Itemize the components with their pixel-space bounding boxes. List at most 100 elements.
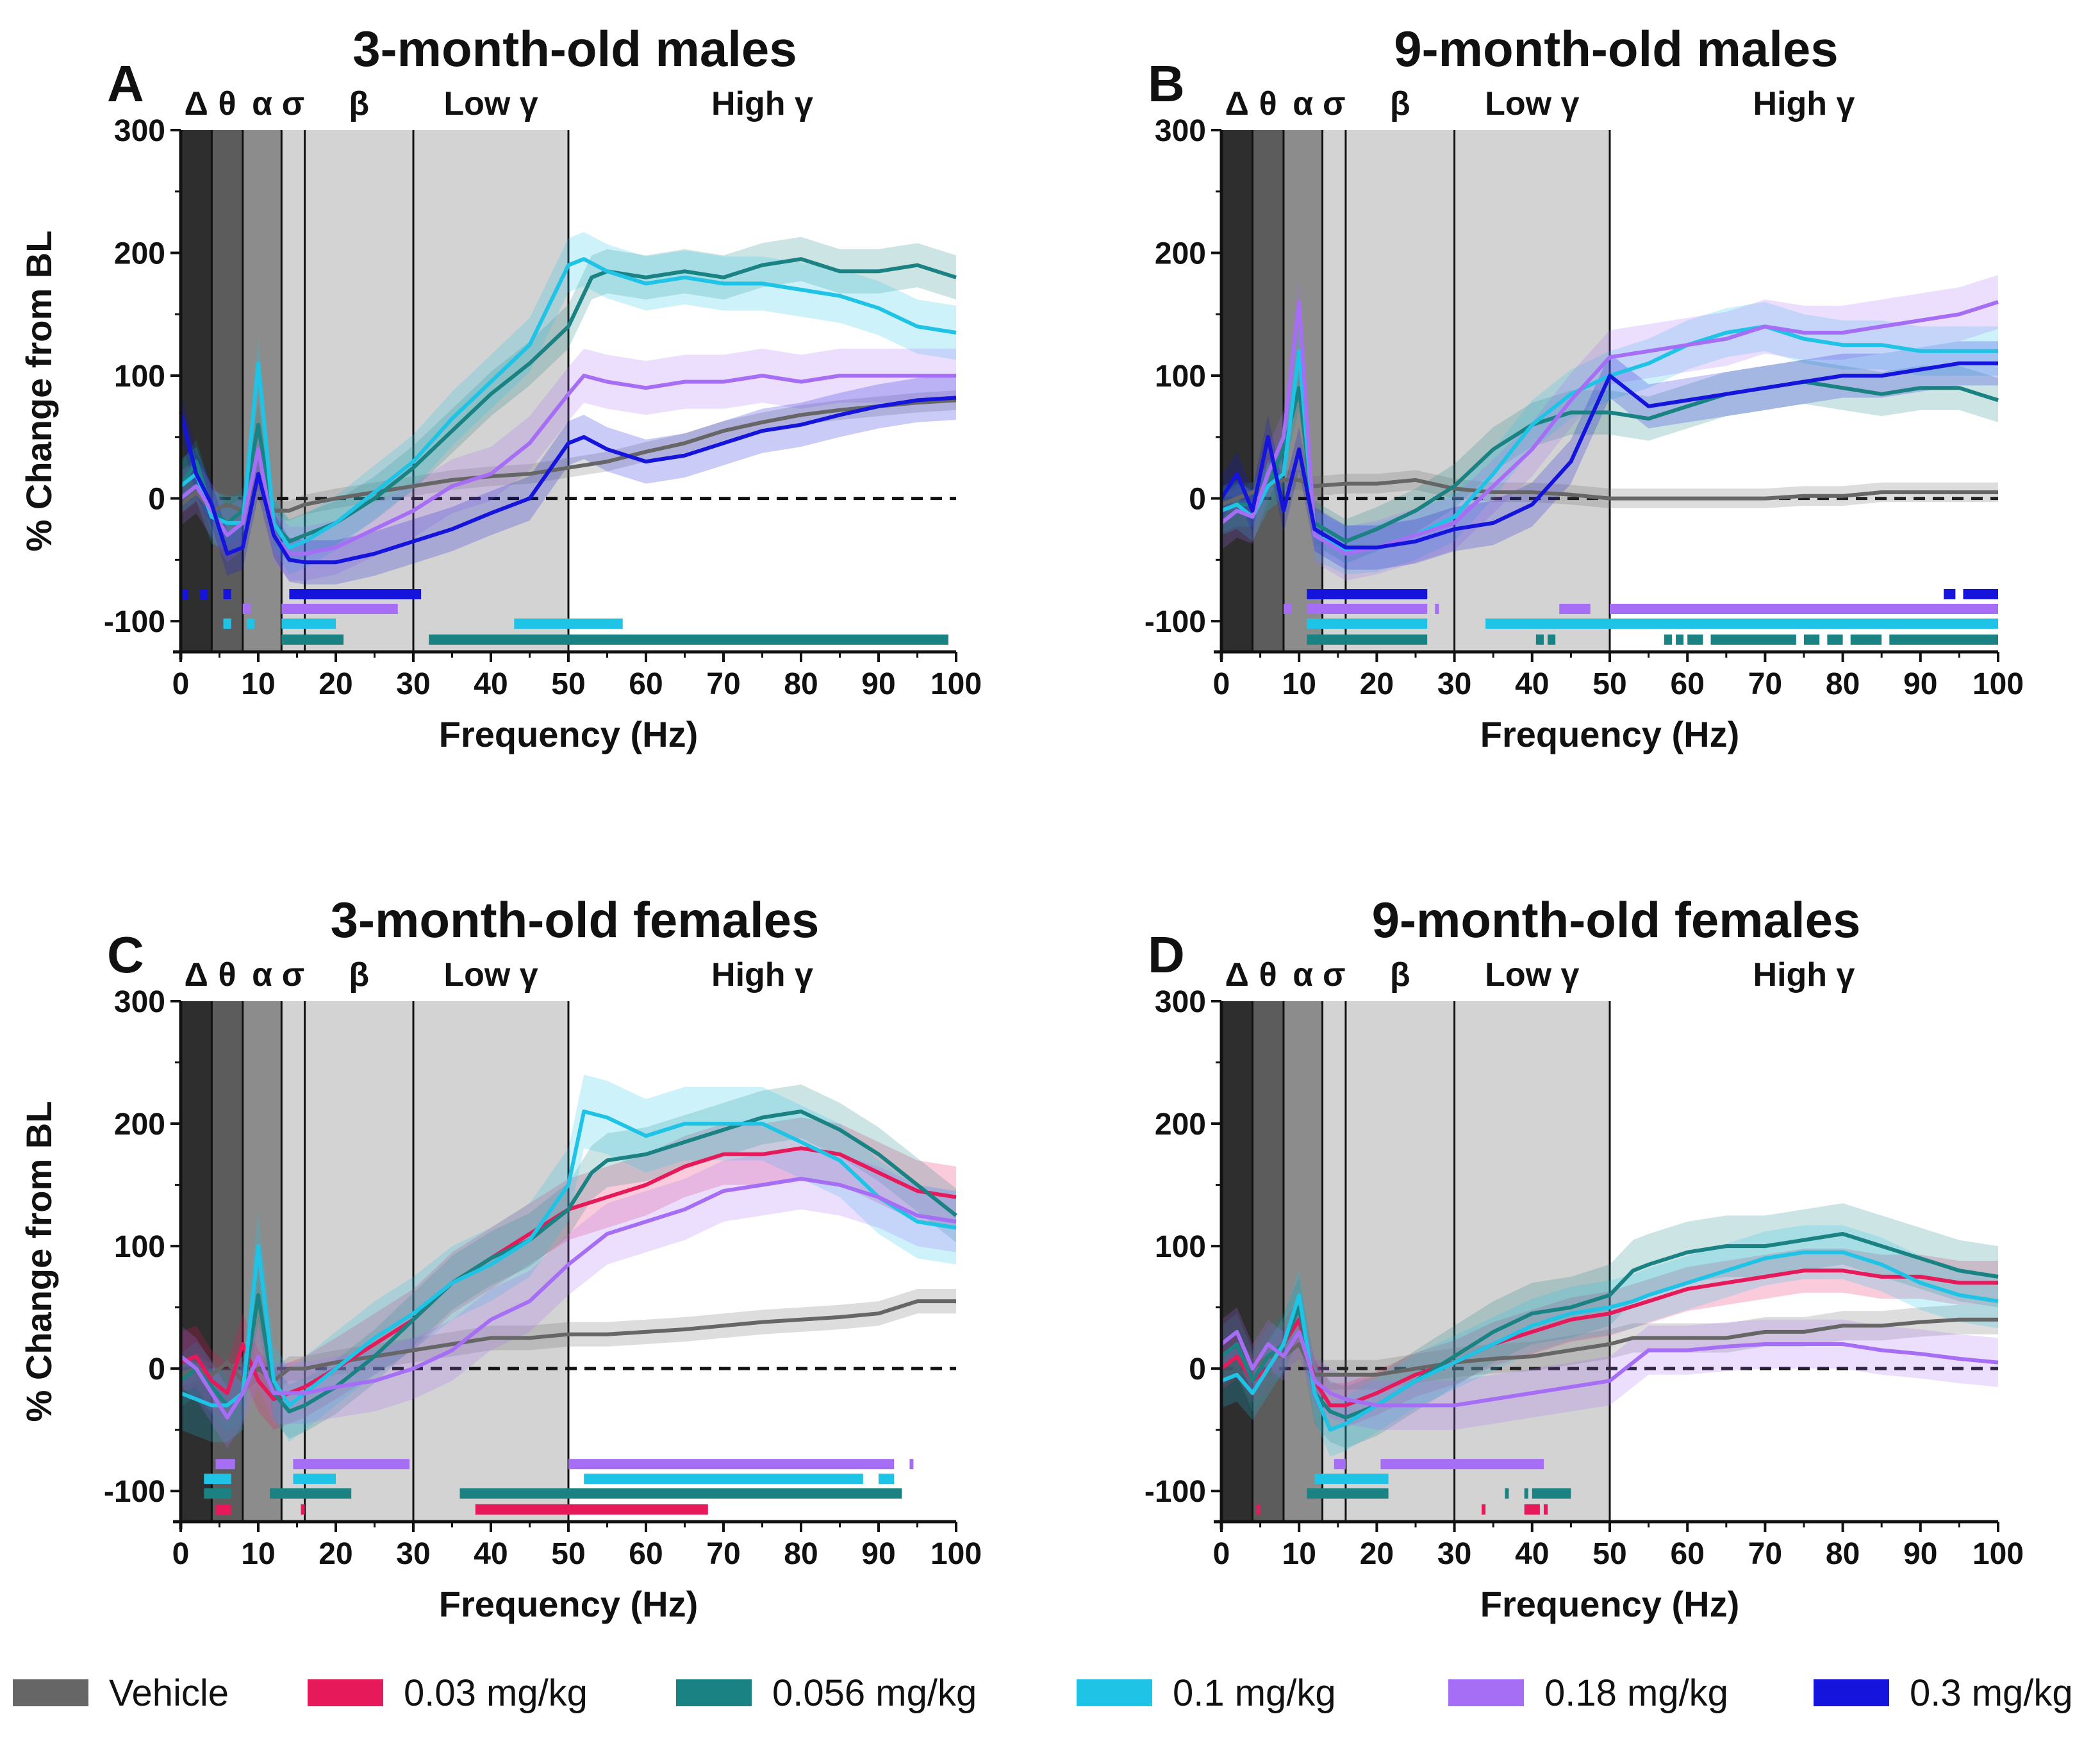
band-shade xyxy=(181,130,212,652)
x-tick-label: 30 xyxy=(396,667,430,701)
x-tick-label: 0 xyxy=(172,667,190,701)
x-tick-label: 70 xyxy=(1748,667,1782,701)
band-label: Δ xyxy=(1225,85,1249,122)
y-tick-label: 100 xyxy=(1155,1230,1206,1264)
series-error-band xyxy=(181,1289,956,1393)
significance-bar xyxy=(1505,1488,1509,1499)
x-tick-label: 100 xyxy=(1972,1537,2024,1571)
series-line xyxy=(179,257,957,550)
panel-letter: B xyxy=(1148,55,1185,112)
y-tick-label: 200 xyxy=(1155,237,1206,271)
significance-bar xyxy=(215,1459,235,1470)
band-label: Low γ xyxy=(443,85,538,122)
series-line xyxy=(179,1177,957,1420)
band-label: Low γ xyxy=(1485,956,1579,994)
x-axis-title: Frequency (Hz) xyxy=(1480,714,1740,754)
significance-bar xyxy=(1610,603,1998,614)
legend-item: 0.056 mg/kg xyxy=(676,1672,977,1714)
significance-bar xyxy=(1559,603,1591,614)
x-tick-label: 100 xyxy=(930,1537,982,1571)
significance-bar xyxy=(1548,634,1556,645)
significance-bar xyxy=(1664,634,1672,645)
significance-bar xyxy=(1307,618,1428,629)
y-axis-title: % Change from BL xyxy=(19,1101,59,1422)
y-tick-label: 0 xyxy=(148,483,165,517)
band-shade xyxy=(281,130,305,652)
band-label: σ xyxy=(282,956,305,994)
significance-bar xyxy=(293,1474,336,1484)
y-tick-label: 200 xyxy=(114,1108,165,1142)
significance-bar xyxy=(289,588,422,599)
series-error-band xyxy=(181,376,956,585)
significance-bar xyxy=(1334,1459,1346,1470)
series-error-band xyxy=(181,1117,956,1430)
x-tick-label: 30 xyxy=(1437,1537,1471,1571)
significance-bar xyxy=(1827,634,1843,645)
y-axis-title: % Change from BL xyxy=(19,231,59,552)
legend-swatch xyxy=(308,1679,383,1706)
panel-title: 9-month-old females xyxy=(1372,892,1861,948)
significance-bar xyxy=(879,1474,895,1484)
significance-bar xyxy=(215,1504,231,1515)
band-label: Δ xyxy=(185,85,208,122)
band-label: σ xyxy=(1323,85,1346,122)
band-label: α xyxy=(252,85,272,122)
significance-bar xyxy=(223,588,231,599)
x-axis-title: Frequency (Hz) xyxy=(439,1584,699,1624)
significance-bar xyxy=(1485,618,1998,629)
x-tick-label: 100 xyxy=(1972,667,2024,701)
significance-bar xyxy=(568,1459,895,1470)
significance-bar xyxy=(1532,1488,1571,1499)
significance-bar xyxy=(429,634,948,645)
band-label: θ xyxy=(1259,85,1277,122)
band-shade xyxy=(1221,130,1253,652)
series-line xyxy=(179,374,956,556)
significance-bar xyxy=(204,1474,231,1484)
x-tick-label: 50 xyxy=(1592,1537,1626,1571)
band-shade xyxy=(211,1001,243,1522)
series-error-band xyxy=(181,348,956,581)
band-shade xyxy=(1454,1001,1610,1522)
x-axis-title: Frequency (Hz) xyxy=(439,714,699,754)
x-tick-label: 80 xyxy=(1826,1537,1860,1571)
series-error-band xyxy=(181,1148,956,1449)
band-shade xyxy=(1252,130,1284,652)
band-label: Δ xyxy=(1225,956,1249,994)
significance-bar xyxy=(301,1504,305,1515)
significance-bar xyxy=(1524,1504,1540,1515)
significance-bar xyxy=(1256,1504,1261,1515)
y-tick-label: -100 xyxy=(1145,605,1206,639)
significance-bar xyxy=(1307,1488,1389,1499)
y-tick-label: 100 xyxy=(114,1230,165,1264)
significance-bar xyxy=(281,634,344,645)
significance-bar xyxy=(223,618,231,629)
band-shade xyxy=(413,1001,568,1522)
x-tick-label: 0 xyxy=(1213,667,1230,701)
x-tick-label: 40 xyxy=(474,1537,508,1571)
band-label: β xyxy=(349,956,369,994)
significance-bar xyxy=(1307,634,1428,645)
legend: Vehicle 0.03 mg/kg 0.056 mg/kg 0.1 mg/kg 0.1… xyxy=(13,1672,2073,1714)
x-tick-label: 20 xyxy=(318,1537,352,1571)
x-tick-label: 60 xyxy=(629,1537,663,1571)
x-tick-label: 60 xyxy=(629,667,663,701)
legend-label: 0.3 mg/kg xyxy=(1910,1672,2073,1714)
band-shade xyxy=(304,130,413,652)
series-error-band xyxy=(1221,1203,1998,1449)
band-label: α xyxy=(1293,85,1313,122)
y-tick-label: -100 xyxy=(104,605,165,639)
x-tick-label: 80 xyxy=(1826,667,1860,701)
band-shade xyxy=(211,130,243,652)
band-label: σ xyxy=(282,85,305,122)
series-line xyxy=(1220,1329,1999,1408)
legend-swatch xyxy=(1077,1679,1152,1706)
series-error-band xyxy=(181,1074,956,1442)
y-tick-label: 200 xyxy=(1155,1108,1206,1142)
band-shade xyxy=(242,1001,282,1522)
significance-bar xyxy=(1687,634,1703,645)
series-line xyxy=(1220,300,1999,556)
x-tick-label: 90 xyxy=(861,1537,895,1571)
legend-swatch xyxy=(1814,1679,1889,1706)
